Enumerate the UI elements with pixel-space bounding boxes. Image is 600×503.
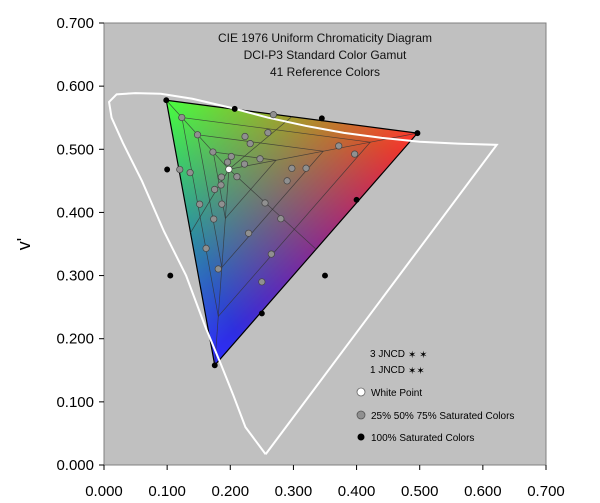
y-tick-label: 0.400 — [56, 204, 94, 221]
data-point — [225, 165, 233, 173]
data-point — [233, 173, 241, 181]
legend: White Point 25% 50% 75% Saturated Colors… — [356, 387, 514, 444]
data-point — [210, 215, 218, 223]
annotation-1-jncd: 1 JNCD — [370, 365, 405, 376]
data-point — [217, 173, 225, 181]
hue-spoke — [214, 169, 230, 366]
chart-title-line-1: CIE 1976 Uniform Chromaticity Diagram — [218, 31, 432, 45]
data-point — [335, 142, 343, 150]
legend-black-marker — [357, 433, 365, 441]
data-point — [245, 229, 253, 237]
data-point — [283, 177, 291, 185]
y-tick-label: 0.500 — [56, 141, 94, 158]
annotation-3-jncd: 3 JNCD — [370, 349, 405, 360]
hue-spoke — [228, 169, 317, 250]
data-point — [288, 164, 296, 172]
data-point — [269, 111, 277, 119]
data-point — [178, 113, 186, 122]
y-tick-label: 0.600 — [56, 78, 94, 95]
chart-title-line-3: 41 Reference Colors — [270, 65, 380, 79]
y-tick-label: 0.700 — [56, 15, 94, 32]
jncd-annotations: 3 JNCD ✶ ✶ 1 JNCD ✶✶ — [370, 349, 428, 377]
data-point — [218, 200, 226, 208]
data-point — [241, 132, 249, 141]
data-point — [353, 196, 360, 203]
data-point — [302, 164, 310, 172]
chart-title: CIE 1976 Uniform Chromaticity Diagram DC… — [218, 31, 432, 79]
data-point — [164, 166, 171, 173]
data-point — [209, 148, 217, 156]
data-point — [258, 310, 265, 317]
data-point — [240, 160, 249, 168]
data-point — [214, 265, 222, 273]
data-point — [322, 272, 328, 279]
data-point — [217, 181, 225, 189]
data-point — [267, 250, 275, 258]
data-points — [163, 97, 421, 369]
y-tick-label: 0.100 — [56, 394, 94, 411]
x-tick-label: 0.300 — [275, 483, 313, 500]
data-point — [264, 129, 272, 137]
jncd-3-marker: ✶ ✶ — [408, 350, 428, 361]
data-point — [277, 215, 285, 223]
y-tick-label: 0.200 — [56, 331, 94, 348]
data-point — [351, 150, 359, 158]
data-point — [318, 115, 325, 122]
x-tick-label: 0.500 — [401, 483, 439, 500]
legend-white-marker — [356, 387, 366, 397]
y-axis-label: v' — [14, 238, 34, 250]
data-point — [186, 169, 194, 177]
data-point — [211, 362, 218, 369]
spectral-locus — [107, 92, 499, 455]
chart-title-line-2: DCI-P3 Standard Color Gamut — [244, 48, 407, 62]
x-tick-label: 0.600 — [464, 483, 502, 500]
data-point — [261, 199, 269, 207]
data-point — [246, 140, 254, 148]
y-tick-label: 0.300 — [56, 268, 94, 285]
x-tick-label: 0.200 — [212, 483, 250, 500]
legend-gray-marker — [356, 410, 366, 420]
data-point — [163, 97, 170, 104]
data-point — [224, 158, 232, 166]
y-tick-label: 0.000 — [56, 457, 94, 474]
x-tick-label: 0.400 — [338, 483, 376, 500]
data-point — [196, 200, 204, 208]
legend-white-point: White Point — [371, 388, 422, 399]
x-tick-label: 0.700 — [527, 483, 565, 500]
data-point — [414, 130, 421, 137]
axes: 0.000 0.100 0.200 0.300 0.400 0.500 0.600 0.700… — [56, 15, 564, 500]
data-point — [211, 185, 219, 193]
data-point — [193, 131, 202, 139]
legend-saturated: 25% 50% 75% Saturated Colors — [371, 411, 514, 422]
x-tick-label: 0.000 — [85, 483, 123, 500]
data-point — [231, 105, 238, 112]
x-tick-label: 0.100 — [148, 483, 186, 500]
data-point — [256, 155, 264, 163]
legend-full-saturated: 100% Saturated Colors — [371, 433, 474, 444]
data-point — [258, 278, 266, 286]
data-point — [176, 165, 184, 174]
hue-spoke — [228, 116, 293, 170]
data-point — [227, 152, 235, 161]
data-point — [167, 272, 174, 279]
data-point — [202, 244, 210, 252]
jncd-1-marker: ✶✶ — [408, 366, 425, 377]
